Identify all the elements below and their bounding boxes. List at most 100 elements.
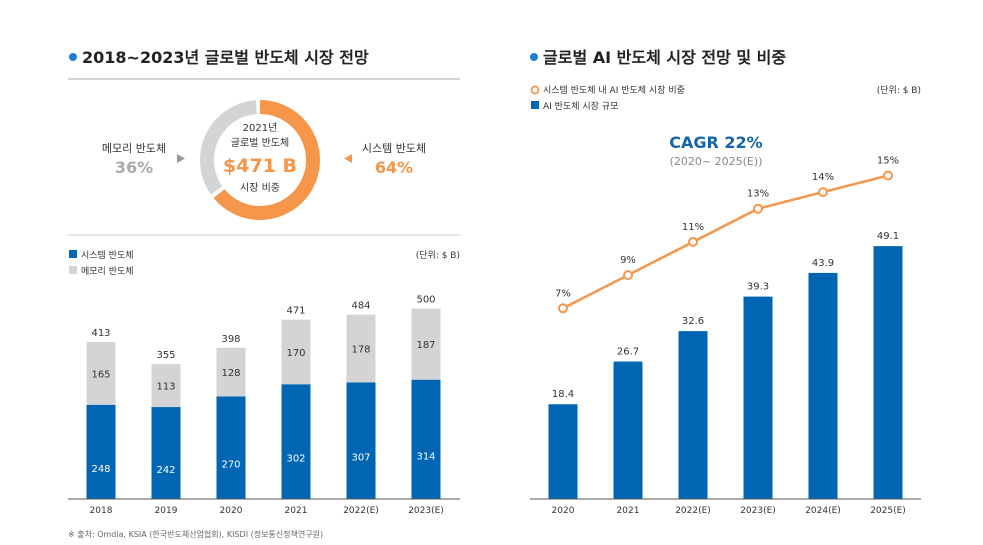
label-memory: 165 [91, 369, 110, 380]
legend-marker-line [530, 85, 540, 95]
label-total: 398 [221, 334, 240, 345]
legend-ai-share: 시스템 반도체 내 AI 반도체 시장 비중 [543, 84, 685, 96]
donut-slice-system [200, 100, 320, 220]
right-title: 글로벌 AI 반도체 시장 전망 및 비중 [543, 48, 786, 67]
bar-memory [151, 364, 181, 408]
bar-system [346, 382, 376, 499]
cagr-period: (2020~ 2025(E)) [670, 155, 763, 168]
x-tick-label: 2018 [90, 506, 113, 516]
x-tick-label: 2022(E) [675, 506, 711, 516]
x-tick-label: 2021 [285, 506, 308, 516]
title-bullet-icon [69, 53, 77, 61]
bar-system [86, 404, 116, 499]
bar-ai-size [743, 296, 773, 499]
label-system: 270 [221, 460, 240, 471]
x-tick-label: 2023(E) [408, 506, 444, 516]
x-tick-label: 2021 [617, 506, 640, 516]
x-tick-label: 2025(E) [870, 506, 906, 516]
bar-ai-size [548, 404, 578, 499]
bar-ai-size [678, 331, 708, 499]
bar-value-label: 43.9 [812, 258, 834, 269]
donut-center-sub: 시장 비중 [240, 182, 280, 194]
legend-swatch-ai [531, 101, 539, 109]
memory-label: 메모리 반도체 [102, 142, 166, 155]
bar-ai-size [873, 246, 903, 499]
cagr-value: CAGR 22% [669, 133, 762, 152]
bar-value-label: 39.3 [747, 282, 769, 293]
label-total: 413 [91, 328, 110, 339]
line-point [883, 170, 893, 181]
bar-value-label: 26.7 [617, 346, 639, 357]
label-memory: 113 [156, 382, 175, 393]
x-tick-label: 2024(E) [805, 506, 841, 516]
bar-system [216, 396, 246, 499]
donut-center-year: 2021년 [243, 122, 278, 134]
bar-memory [281, 319, 311, 385]
bar-memory [346, 314, 376, 383]
label-system: 302 [286, 454, 305, 465]
line-point [623, 270, 633, 281]
x-tick-label: 2023(E) [740, 506, 776, 516]
donut-center-label: 글로벌 반도체 [231, 137, 289, 149]
label-memory: 187 [416, 340, 435, 351]
label-memory: 178 [351, 345, 370, 356]
title-bullet-icon [530, 53, 538, 61]
system-pct: 64% [375, 158, 413, 177]
line-value-label: 13% [747, 189, 769, 200]
label-system: 248 [91, 464, 110, 475]
line-ai-share [562, 174, 889, 310]
label-memory: 170 [286, 348, 305, 359]
label-total: 471 [286, 306, 305, 317]
legend-system: 시스템 반도체 [81, 249, 134, 261]
legend-memory: 메모리 반도체 [81, 266, 134, 277]
bar-line-chart: 18.4 2020 26.7 2021 32.6 2022(E) 39.3 2023(E) 43… [548, 156, 906, 516]
label-system: 242 [156, 465, 175, 476]
bar-ai-size [808, 272, 838, 499]
line-point [753, 203, 763, 214]
system-label: 시스템 반도체 [362, 142, 426, 155]
bar-system [411, 379, 441, 499]
label-total: 484 [351, 301, 370, 312]
bar-memory [86, 342, 116, 405]
source-note: ※ 출처: Omdia, KSIA (한국반도체산업협회), KISDI (정보… [68, 529, 323, 539]
donut-slice-memory [200, 100, 320, 220]
label-total: 355 [156, 350, 175, 361]
arrow-left-icon [344, 154, 352, 163]
unit-label: (단위: $ B) [416, 250, 460, 261]
bar-system [151, 407, 181, 499]
bar-memory [411, 308, 441, 380]
bar-system [281, 384, 311, 499]
line-value-label: 7% [555, 288, 571, 299]
line-point [688, 236, 698, 247]
x-tick-label: 2020 [552, 506, 575, 516]
x-tick-label: 2020 [220, 506, 243, 516]
legend-swatch-system [69, 250, 77, 258]
line-value-label: 15% [877, 156, 899, 167]
line-point [558, 303, 568, 314]
bar-value-label: 18.4 [552, 389, 574, 400]
bar-ai-size [613, 361, 643, 499]
label-system: 314 [416, 451, 435, 462]
line-value-label: 11% [682, 222, 704, 233]
label-system: 307 [351, 453, 370, 464]
label-total: 500 [416, 295, 435, 306]
bar-value-label: 49.1 [877, 231, 899, 242]
stacked-bar-chart: 248 165 413 2018 242 113 355 2019 270 128 398 2020 3… [86, 295, 444, 516]
bar-value-label: 32.6 [682, 316, 704, 327]
x-tick-label: 2022(E) [343, 506, 379, 516]
left-title: 2018~2023년 글로벌 반도체 시장 전망 [82, 48, 369, 67]
bar-memory [216, 347, 246, 397]
legend-ai-size: AI 반도체 시장 규모 [543, 101, 618, 112]
memory-pct: 36% [115, 158, 153, 177]
line-value-label: 9% [620, 255, 636, 266]
label-memory: 128 [221, 368, 240, 379]
donut-chart [200, 100, 320, 220]
x-tick-label: 2019 [155, 506, 178, 516]
line-point [818, 187, 828, 198]
unit-label: (단위: $ B) [877, 85, 921, 96]
legend-swatch-memory [69, 266, 77, 274]
donut-center-value: $471 B [223, 155, 297, 177]
arrow-right-icon [177, 154, 185, 163]
line-value-label: 14% [812, 172, 834, 183]
